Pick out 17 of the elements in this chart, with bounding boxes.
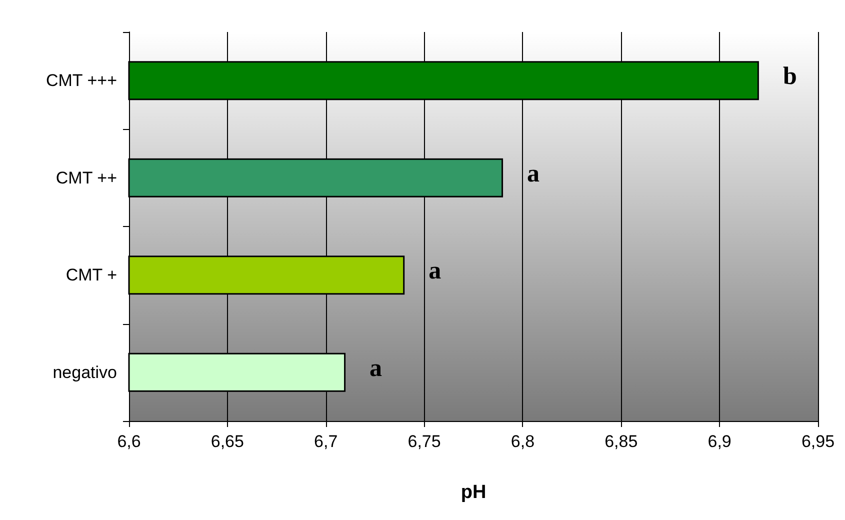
x-tick-label: 6,65 (210, 432, 244, 451)
y-tick-label: negativo (52, 362, 117, 382)
x-tick-label: 6,95 (801, 432, 835, 451)
annotation: b (782, 63, 797, 90)
annotation: a (370, 354, 383, 382)
x-tick-label: 6,6 (117, 432, 141, 451)
annotation: a (428, 258, 442, 285)
x-axis-title: pH (460, 482, 486, 503)
x-tick-label: 6,9 (708, 432, 732, 451)
y-tick-label: CMT +++ (46, 71, 118, 90)
y-tick-label: CMT ++ (56, 168, 118, 188)
x-tick-label: 6,7 (314, 432, 338, 451)
x-tick-label: 6,8 (510, 432, 535, 451)
x-tick-label: 6,75 (408, 432, 441, 451)
y-tick-label: CMT + (66, 266, 118, 285)
x-tick-label: 6,85 (604, 432, 638, 451)
annotation: a (527, 160, 540, 188)
